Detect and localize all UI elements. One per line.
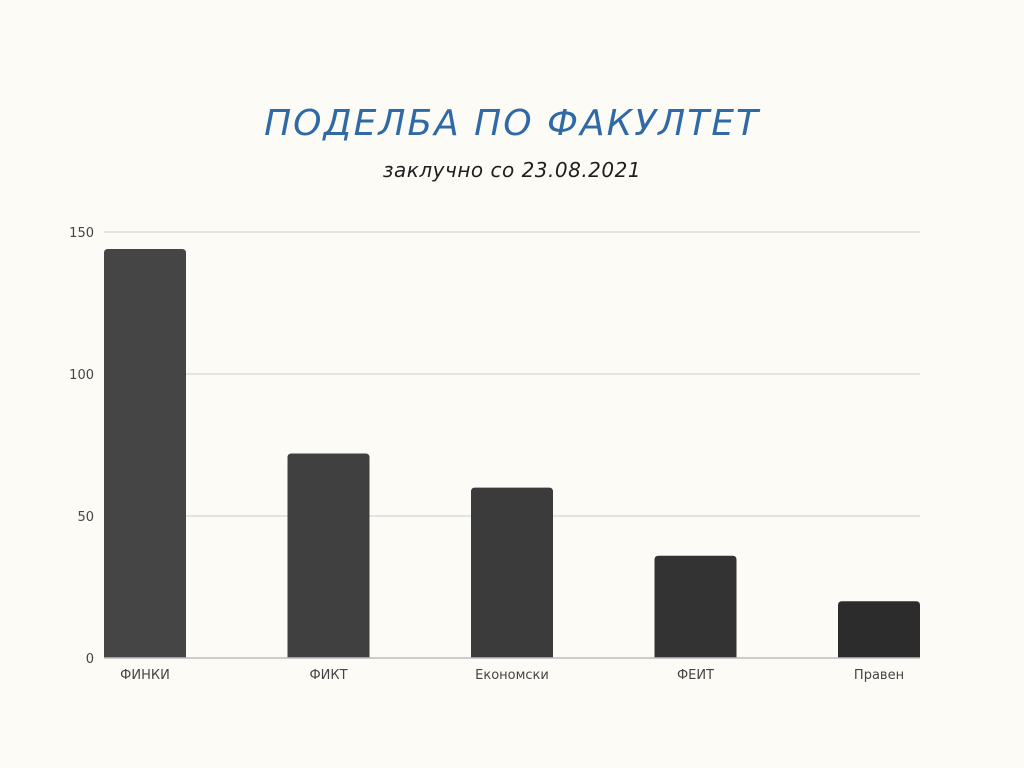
chart-title: ПОДЕЛБА ПО ФАКУЛТЕТ (264, 103, 760, 144)
x-tick-label: Правен (854, 668, 904, 683)
bar (287, 453, 370, 658)
x-tick-label: Економски (475, 668, 549, 683)
x-tick-label: ФЕИТ (677, 668, 714, 683)
bar (104, 249, 186, 659)
x-tick-label: ФИКТ (309, 668, 347, 683)
bar (838, 601, 920, 658)
bar (471, 487, 553, 658)
y-tick-label: 150 (69, 226, 94, 241)
y-tick-label: 100 (69, 368, 94, 383)
x-tick-label: ФИНКИ (120, 668, 170, 683)
bar (654, 555, 737, 658)
chart-subtitle: заклучно со 23.08.2021 (382, 158, 642, 182)
y-tick-label: 0 (86, 652, 94, 667)
y-tick-label: 50 (77, 510, 94, 525)
